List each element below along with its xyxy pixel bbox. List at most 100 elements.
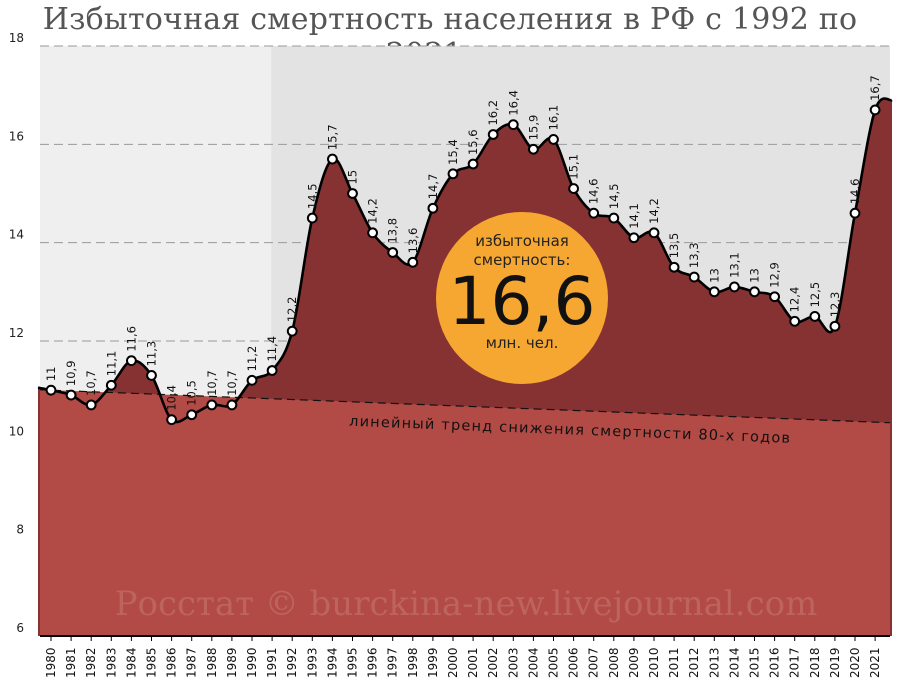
- data-point: [729, 281, 740, 293]
- data-label: 12,4: [788, 287, 802, 313]
- x-tick-label: 2014: [727, 647, 741, 678]
- data-label: 16,7: [868, 75, 882, 101]
- data-point: [387, 247, 399, 258]
- x-tick-label: 2004: [526, 647, 540, 678]
- data-point: [548, 134, 559, 145]
- data-point: [628, 232, 640, 244]
- data-point: [749, 286, 760, 298]
- data-label: 11,6: [124, 326, 138, 352]
- data-point: [226, 399, 238, 411]
- x-tick-label: 2017: [788, 647, 802, 678]
- data-label: 13,5: [667, 233, 681, 259]
- data-label: 13,6: [406, 228, 420, 254]
- data-label: 10,7: [205, 370, 219, 396]
- x-tick-label: 1983: [104, 647, 118, 678]
- data-label: 12,3: [828, 292, 842, 318]
- data-label: 16,2: [486, 100, 500, 126]
- x-tick-label: 2009: [627, 647, 641, 678]
- x-tick-label: 1993: [305, 647, 319, 678]
- x-tick-label: 2013: [707, 647, 721, 678]
- data-point: [105, 379, 117, 391]
- x-tick-label: 2006: [567, 647, 581, 678]
- badge-circle: [436, 212, 608, 384]
- data-label: 14,1: [627, 203, 641, 229]
- data-label: 15,6: [466, 129, 480, 155]
- data-label: 10,7: [225, 370, 239, 396]
- x-tick-label: 1987: [185, 647, 199, 678]
- x-tick-label: 2010: [647, 647, 661, 678]
- x-tick-label: 2001: [466, 647, 480, 678]
- data-label: 14,6: [587, 179, 601, 205]
- data-point: [85, 399, 97, 411]
- x-tick-label: 1980: [44, 647, 58, 678]
- y-tick-label: 14: [9, 228, 24, 242]
- x-tick-label: 1985: [145, 647, 159, 678]
- data-point: [146, 370, 157, 381]
- data-label: 16,1: [547, 105, 561, 131]
- y-tick-label: 16: [9, 129, 24, 143]
- data-points: [45, 104, 881, 426]
- data-point: [668, 261, 680, 273]
- data-label: 13,8: [386, 218, 400, 244]
- data-point: [708, 286, 720, 298]
- data-point: [206, 399, 218, 411]
- x-tick-label: 2012: [687, 647, 701, 678]
- data-point: [588, 207, 600, 219]
- y-axis-ticks: 6 8 10 12 14 16 18: [9, 31, 24, 635]
- data-point: [849, 207, 861, 219]
- x-tick-label: 1999: [426, 647, 440, 678]
- baseline-mortality-area: [40, 389, 890, 636]
- data-point: [809, 311, 821, 322]
- data-point: [608, 212, 620, 224]
- x-tick-label: 1998: [406, 647, 420, 678]
- data-label: 15: [346, 170, 360, 185]
- data-label: 11,3: [145, 341, 159, 367]
- badge-value: 16,6: [449, 263, 596, 340]
- data-label: 10,9: [64, 360, 78, 386]
- data-label: 14,5: [305, 183, 319, 209]
- y-tick-label: 12: [9, 326, 24, 340]
- data-point: [427, 202, 439, 214]
- x-tick-label: 2021: [868, 647, 882, 678]
- data-point: [327, 153, 338, 165]
- data-label: 11,4: [265, 336, 279, 362]
- data-label: 10,5: [185, 380, 199, 406]
- x-tick-label: 2011: [667, 647, 681, 678]
- data-point: [347, 188, 358, 199]
- data-label: 10,7: [84, 370, 98, 396]
- data-point: [266, 365, 278, 376]
- data-point: [829, 320, 841, 332]
- y-tick-label: 18: [9, 31, 24, 45]
- x-tick-label: 2016: [768, 647, 782, 678]
- data-point: [367, 227, 379, 239]
- data-label: 15,9: [526, 115, 540, 141]
- badge-label-line2: смертность:: [474, 251, 571, 269]
- data-label: 14,2: [366, 198, 380, 224]
- data-label: 15,7: [325, 124, 339, 150]
- x-tick-label: 1982: [84, 647, 98, 678]
- data-point: [286, 325, 298, 337]
- data-point: [166, 414, 178, 426]
- x-tick-label: 2019: [828, 647, 842, 678]
- data-point: [769, 291, 780, 303]
- data-labels: 11 10,9 10,7 11,1 11,6 11,3 10,4 10,5 10,7 10,7 11…: [44, 75, 882, 410]
- data-point: [568, 183, 579, 194]
- x-tick-label: 1991: [265, 647, 279, 678]
- data-label: 16,4: [506, 90, 520, 116]
- data-label: 13: [748, 268, 762, 283]
- data-point: [186, 409, 198, 421]
- data-point: [688, 271, 700, 283]
- data-point: [45, 384, 57, 396]
- data-label: 13,1: [727, 252, 741, 278]
- data-point: [789, 315, 801, 327]
- data-label: 15,1: [567, 154, 581, 180]
- data-label: 10,4: [165, 385, 179, 411]
- x-tick-label: 2020: [848, 647, 862, 678]
- x-tick-label: 2007: [587, 647, 601, 678]
- x-tick-label: 1984: [124, 647, 138, 678]
- data-point: [487, 129, 499, 140]
- data-point: [528, 143, 539, 155]
- x-axis-ticks: 1980 1981 1982 1983 1984 1985 1986 1987 1988 1989…: [44, 636, 882, 678]
- y-tick-label: 6: [16, 621, 24, 635]
